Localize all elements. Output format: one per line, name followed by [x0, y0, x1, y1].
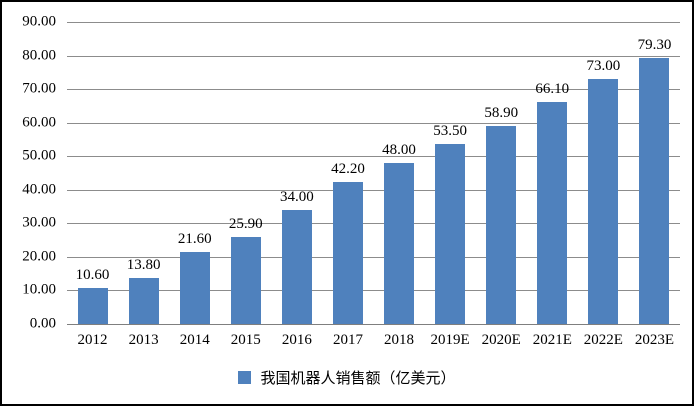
legend-label: 我国机器人销售额（亿美元） — [260, 371, 456, 387]
plot-area: 10.60 13.80 21.60 25.90 34.00 42.20 48.00 53.50… — [67, 22, 680, 325]
bar — [435, 144, 466, 324]
bar-value-label: 79.30 — [637, 37, 672, 53]
x-tick-label: 2023E — [634, 332, 675, 348]
y-tick-label: 10.00 — [22, 281, 56, 298]
x-tick-label: 2018 — [384, 332, 415, 348]
bar-value-label: 34.00 — [280, 189, 314, 205]
x-tick-label: 2014 — [179, 332, 210, 348]
bar — [384, 163, 415, 324]
y-tick-label: 60.00 — [22, 114, 56, 131]
bar — [281, 210, 312, 324]
gridline — [67, 189, 680, 191]
y-tick-label: 70.00 — [22, 80, 56, 97]
bar-value-label: 10.60 — [75, 267, 110, 283]
bar — [588, 79, 619, 324]
bar — [537, 102, 568, 324]
x-tick-label: 2022E — [583, 332, 623, 348]
bar — [77, 288, 108, 324]
bar-value-label: 42.20 — [331, 161, 365, 177]
bar-value-label: 21.60 — [177, 231, 212, 247]
bar — [332, 182, 363, 324]
bar — [639, 58, 670, 324]
bar — [179, 252, 210, 324]
x-tick-label: 2020E — [481, 332, 521, 348]
gridline — [67, 22, 680, 23]
gridline — [67, 223, 680, 225]
x-tick-label: 2013 — [128, 332, 159, 348]
gridline — [67, 156, 680, 158]
bar — [486, 126, 517, 324]
gridline — [67, 122, 680, 124]
bar-value-label: 25.90 — [228, 216, 263, 232]
y-tick-label: 0.00 — [29, 315, 56, 332]
gridline — [67, 290, 680, 292]
bar-value-label: 48.00 — [382, 142, 416, 158]
y-tick-label: 40.00 — [22, 181, 56, 198]
x-tick-label: 2021E — [532, 332, 572, 348]
x-tick-label: 2015 — [230, 332, 261, 348]
bar-value-label: 13.80 — [126, 257, 161, 273]
y-tick-label: 30.00 — [22, 214, 56, 231]
x-axis-line — [67, 324, 680, 325]
x-tick-label: 2017 — [332, 332, 363, 348]
y-tick-label: 50.00 — [22, 147, 56, 164]
legend-swatch-icon — [238, 371, 252, 384]
bar — [128, 278, 159, 324]
bar-value-label: 66.10 — [535, 81, 570, 97]
bar — [230, 237, 261, 324]
bar-value-label: 73.00 — [586, 58, 621, 74]
gridline — [67, 89, 680, 91]
bar-value-label: 58.90 — [484, 105, 519, 121]
gridline — [67, 55, 680, 57]
x-tick-label: 2019E — [430, 332, 470, 348]
y-tick-label: 80.00 — [22, 47, 56, 64]
x-tick-label: 2016 — [281, 332, 312, 348]
gridline — [67, 256, 680, 258]
legend: 我国机器人销售额（亿美元） — [2, 367, 692, 388]
y-tick-label: 90.00 — [22, 13, 56, 30]
x-tick-label: 2012 — [77, 332, 108, 348]
bar-value-label: 53.50 — [433, 123, 467, 139]
y-tick-label: 20.00 — [22, 248, 56, 265]
